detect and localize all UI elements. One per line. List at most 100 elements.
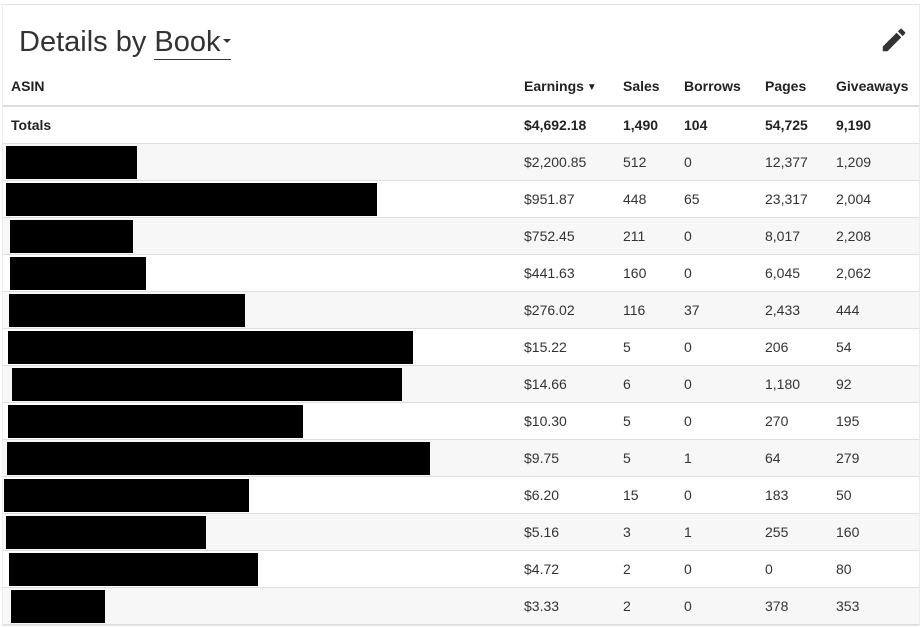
- table-header-row: ASIN Earnings ▼ Sales Borrows Pages Givea…: [3, 67, 919, 106]
- table-row[interactable]: $3.33 2 0 378 353: [3, 587, 919, 625]
- column-header-sales[interactable]: Sales: [623, 78, 660, 94]
- giveaways-cell: 353: [836, 598, 860, 614]
- redacted-asin: [6, 515, 206, 549]
- table-row[interactable]: $4.72 2 0 0 80: [3, 551, 919, 588]
- redacted-asin: [11, 589, 105, 623]
- borrows-cell: 0: [684, 228, 692, 244]
- edit-button[interactable]: [879, 25, 909, 55]
- column-header-giveaways[interactable]: Giveaways: [836, 78, 909, 94]
- pages-cell: 270: [765, 413, 789, 429]
- column-header-pages[interactable]: Pages: [765, 78, 807, 94]
- giveaways-cell: 2,208: [836, 228, 872, 244]
- sales-cell: 15: [623, 487, 639, 503]
- earnings-cell: $752.45: [524, 228, 575, 244]
- asin-cell: [3, 255, 524, 292]
- borrows-cell: 0: [684, 265, 692, 281]
- giveaways-cell: 279: [836, 450, 860, 466]
- sales-cell: 2: [623, 598, 631, 614]
- sales-cell: 211: [623, 228, 646, 244]
- table-row[interactable]: $6.20 15 0 183 50: [3, 477, 919, 514]
- pages-cell: 64: [765, 450, 781, 466]
- redacted-asin: [9, 552, 258, 586]
- details-table: ASIN Earnings ▼ Sales Borrows Pages Givea…: [3, 67, 919, 625]
- table-row[interactable]: $10.30 5 0 270 195: [3, 403, 919, 440]
- redacted-asin: [10, 219, 133, 253]
- giveaways-cell: 54: [836, 339, 852, 355]
- giveaways-cell: 92: [836, 376, 852, 392]
- redacted-asin: [7, 441, 430, 475]
- pages-cell: 23,317: [765, 191, 808, 207]
- sales-cell: 160: [623, 265, 647, 281]
- totals-label: Totals: [11, 117, 52, 133]
- earnings-cell: $14.66: [524, 376, 567, 392]
- earnings-cell: $10.30: [524, 413, 567, 429]
- borrows-cell: 0: [684, 154, 692, 170]
- pages-cell: 2,433: [765, 302, 801, 318]
- borrows-cell: 0: [684, 487, 692, 503]
- table-row[interactable]: $951.87 448 65 23,317 2,004: [3, 181, 919, 218]
- redacted-asin: [6, 182, 377, 216]
- redacted-asin: [8, 404, 303, 438]
- details-panel: Details by Book ASIN Earnings ▼ Sales Bor…: [2, 4, 920, 626]
- giveaways-cell: 80: [836, 561, 852, 577]
- asin-cell: [3, 403, 524, 440]
- asin-cell: [3, 292, 524, 329]
- totals-earnings: $4,692.18: [524, 117, 587, 133]
- giveaways-cell: 160: [836, 524, 860, 540]
- table-row[interactable]: $276.02 116 37 2,433 444: [3, 291, 919, 329]
- pages-cell: 255: [765, 524, 789, 540]
- pages-cell: 12,377: [765, 154, 808, 170]
- sales-cell: 512: [623, 154, 647, 170]
- redacted-asin: [4, 478, 249, 512]
- column-header-earnings[interactable]: Earnings ▼: [524, 67, 623, 106]
- table-row[interactable]: $441.63 160 0 6,045 2,062: [3, 255, 919, 292]
- redacted-asin: [6, 145, 137, 179]
- column-header-borrows[interactable]: Borrows: [684, 78, 741, 94]
- page-title: Details by Book: [19, 25, 231, 60]
- giveaways-cell: 50: [836, 487, 852, 503]
- asin-cell: [3, 551, 524, 588]
- earnings-header-label: Earnings: [524, 78, 584, 94]
- earnings-cell: $441.63: [524, 265, 575, 281]
- earnings-cell: $5.16: [524, 524, 560, 540]
- redacted-asin: [8, 330, 413, 364]
- asin-cell: [3, 440, 524, 477]
- caret-down-icon: [222, 39, 231, 44]
- group-by-dropdown[interactable]: Book: [154, 25, 231, 60]
- sales-cell: 2: [623, 561, 631, 577]
- totals-row: Totals $4,692.18 1,490 104 54,725 9,190: [3, 106, 919, 144]
- pages-cell: 183: [765, 487, 789, 503]
- asin-cell: [3, 514, 524, 551]
- sales-cell: 448: [623, 191, 647, 207]
- giveaways-cell: 2,062: [836, 265, 872, 281]
- sales-cell: 5: [623, 339, 631, 355]
- earnings-cell: $3.33: [524, 598, 560, 614]
- table-row[interactable]: $2,200.85 512 0 12,377 1,209: [3, 143, 919, 181]
- borrows-cell: 1: [684, 450, 692, 466]
- totals-borrows: 104: [684, 117, 708, 133]
- borrows-cell: 1: [684, 524, 692, 540]
- column-header-asin[interactable]: ASIN: [11, 78, 45, 94]
- pages-cell: 1,180: [765, 376, 801, 392]
- table-row[interactable]: $9.75 5 1 64 279: [3, 439, 919, 477]
- earnings-cell: $2,200.85: [524, 154, 587, 170]
- pages-cell: 6,045: [765, 265, 801, 281]
- giveaways-cell: 195: [836, 413, 860, 429]
- asin-cell: [3, 144, 524, 181]
- earnings-cell: $6.20: [524, 487, 560, 503]
- giveaways-cell: 1,209: [836, 154, 872, 170]
- group-by-value: Book: [154, 26, 221, 58]
- asin-cell: [3, 477, 524, 514]
- table-row[interactable]: $752.45 211 0 8,017 2,208: [3, 217, 919, 255]
- sales-cell: 5: [623, 450, 631, 466]
- pencil-icon: [882, 28, 906, 52]
- borrows-cell: 37: [684, 302, 700, 318]
- earnings-cell: $15.22: [524, 339, 567, 355]
- asin-cell: [3, 366, 524, 403]
- table-row[interactable]: $5.16 3 1 255 160: [3, 513, 919, 551]
- earnings-cell: $951.87: [524, 191, 575, 207]
- table-row[interactable]: $15.22 5 0 206 54: [3, 329, 919, 366]
- table-row[interactable]: $14.66 6 0 1,180 92: [3, 365, 919, 403]
- borrows-cell: 0: [684, 413, 692, 429]
- borrows-cell: 0: [684, 561, 692, 577]
